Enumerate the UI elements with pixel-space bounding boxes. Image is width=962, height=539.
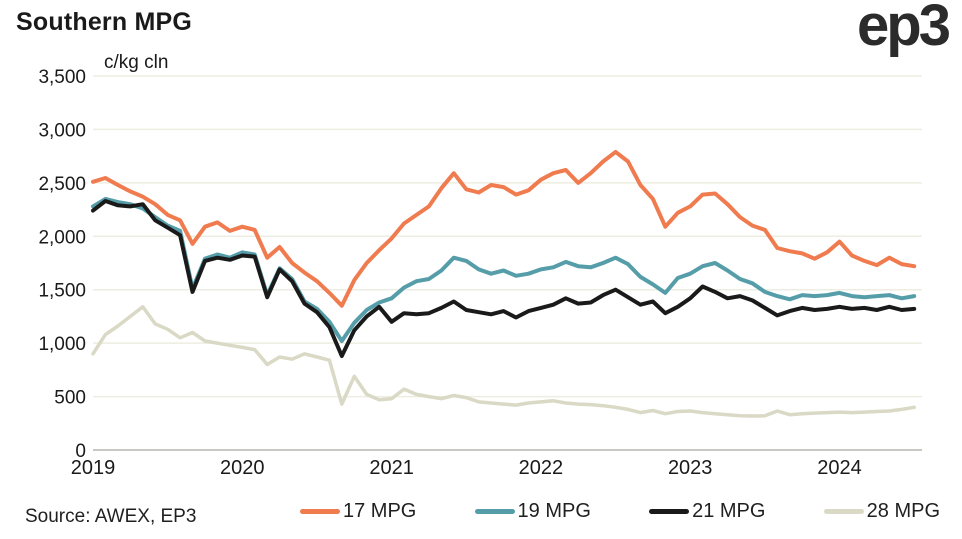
x-tick-label: 2019 — [71, 457, 116, 479]
x-tick-label: 2024 — [817, 457, 862, 479]
legend-item-28-mpg: 28 MPG — [823, 500, 940, 523]
x-tick-label: 2023 — [668, 457, 713, 479]
legend-swatch — [474, 509, 515, 514]
page-title: Southern MPG — [16, 8, 193, 36]
x-tick-label: 2022 — [519, 457, 564, 479]
legend-label: 19 MPG — [517, 500, 591, 522]
legend-swatch — [823, 509, 864, 514]
legend: 17 MPG 19 MPG 21 MPG 28 MPG — [300, 500, 940, 523]
y-tick-label: 1,000 — [38, 334, 86, 355]
y-axis-unit-label: c/kg cln — [104, 52, 169, 73]
x-tick-label: 2020 — [220, 457, 265, 479]
legend-item-21-mpg: 21 MPG — [649, 500, 765, 523]
y-tick-label: 3,000 — [38, 120, 86, 141]
y-tick-label: 2,000 — [38, 227, 86, 248]
legend-item-19-mpg: 19 MPG — [474, 500, 591, 523]
series-line-17-mpg — [91, 149, 917, 308]
series-line-28-mpg — [91, 305, 916, 418]
y-tick-label: 500 — [54, 388, 86, 409]
y-tick-label: 2,500 — [38, 174, 86, 195]
y-tick-label: 1,500 — [38, 281, 86, 302]
ep3-logo: ep3 — [857, 0, 951, 58]
legend-swatch — [300, 509, 340, 514]
series-line-21-mpg — [91, 199, 917, 358]
y-tick-label: 3,500 — [38, 67, 86, 88]
series-line-19-mpg — [91, 196, 917, 343]
y-tick-label: 0 — [75, 441, 86, 462]
legend-swatch — [649, 509, 690, 514]
legend-label: 17 MPG — [343, 500, 417, 522]
legend-label: 28 MPG — [866, 500, 940, 522]
legend-label: 21 MPG — [692, 500, 766, 522]
x-tick-label: 2021 — [369, 457, 414, 479]
source-note: Source: AWEX, EP3 — [25, 506, 197, 527]
legend-item-17-mpg: 17 MPG — [300, 500, 416, 523]
